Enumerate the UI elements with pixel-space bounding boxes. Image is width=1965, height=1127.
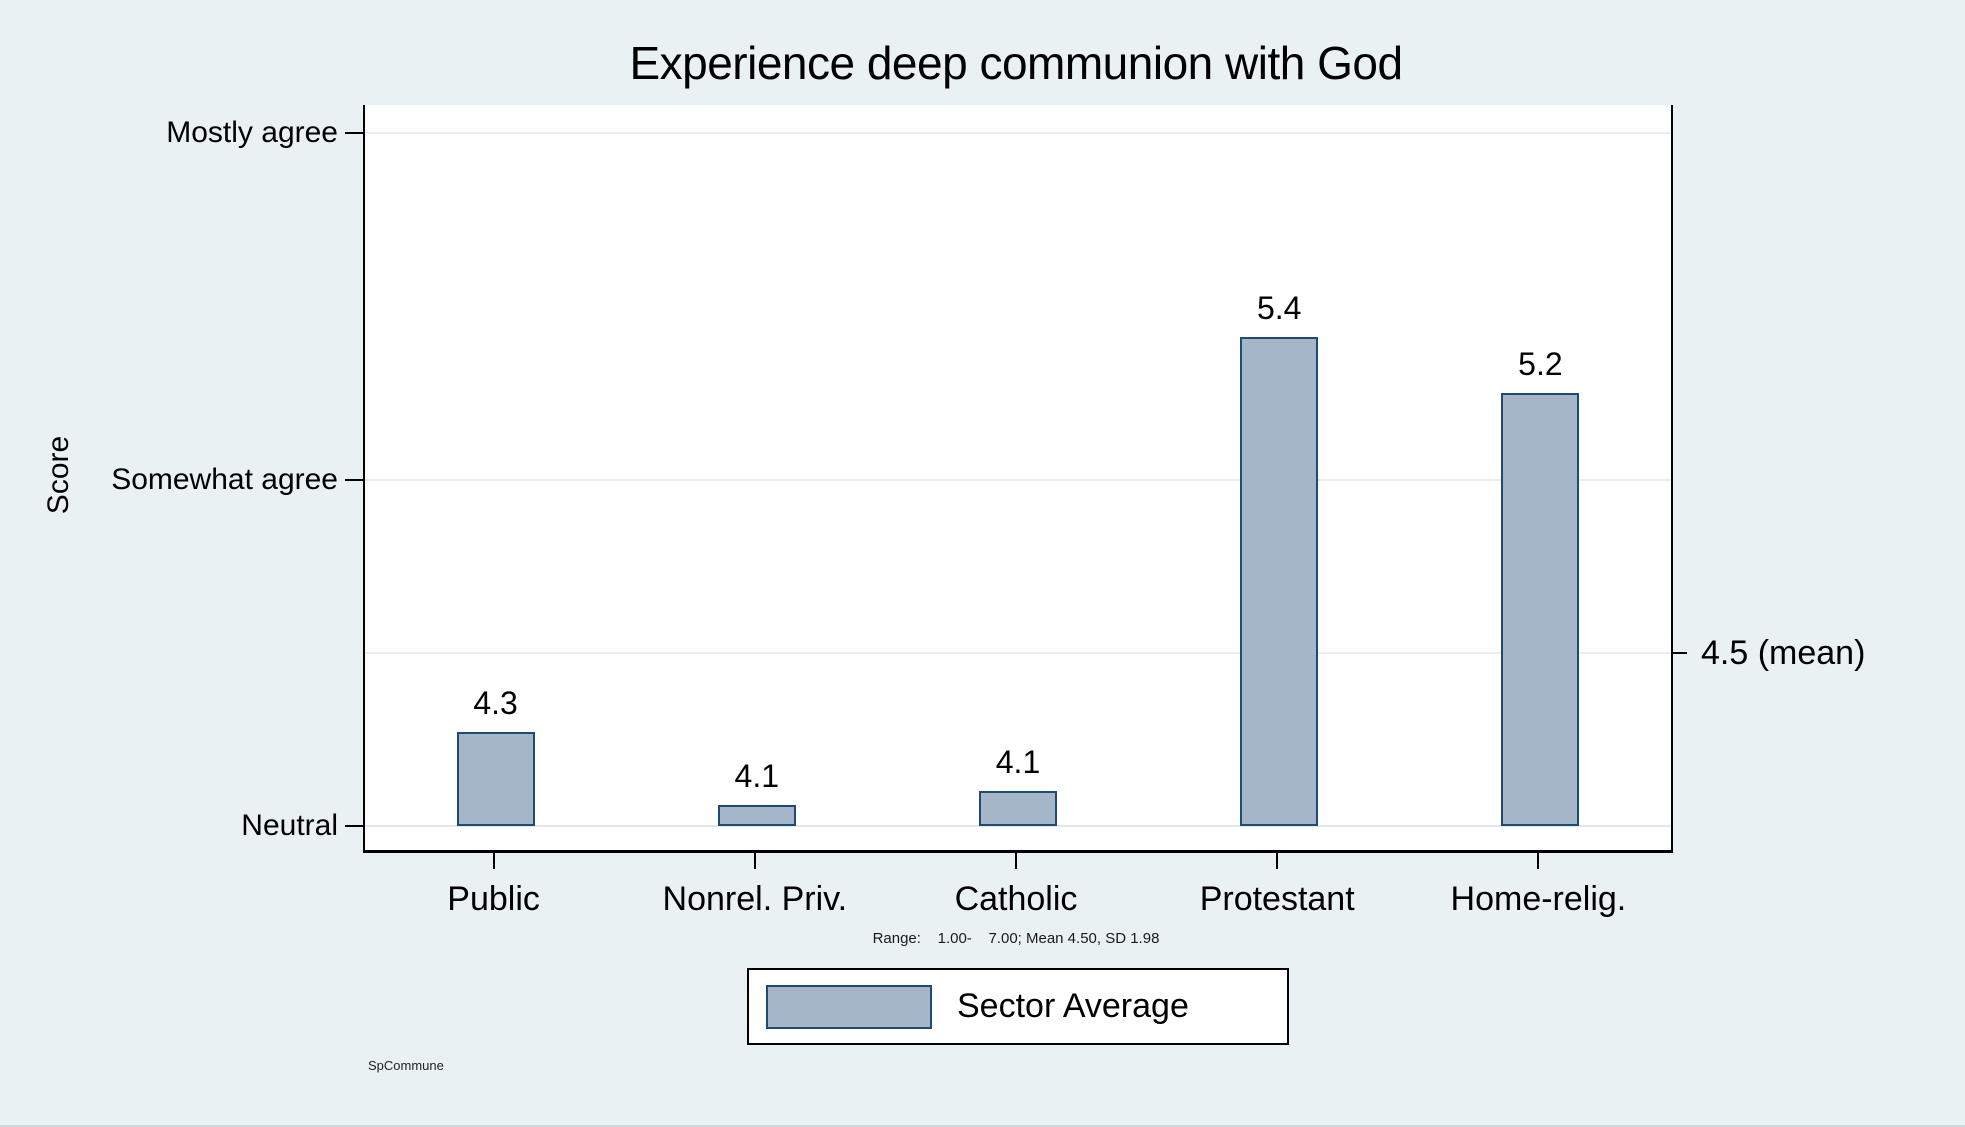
- bar-catholic: [979, 791, 1057, 826]
- mean-tick: [1671, 651, 1687, 654]
- y-axis-tick: [345, 132, 363, 134]
- bar-value-label: 5.2: [1518, 345, 1563, 382]
- x-axis-tick: [753, 853, 756, 869]
- plot-area: 4.3 4.1 4.1 5.4 5.2: [363, 105, 1673, 853]
- bar-protestant: [1240, 337, 1319, 826]
- bar-public: [456, 732, 535, 826]
- category-label-public: Public: [447, 880, 540, 918]
- bar-value-label: 4.1: [734, 758, 780, 795]
- gridline: [365, 651, 1671, 654]
- gridline: [365, 132, 1671, 134]
- x-axis-tick: [1276, 853, 1279, 869]
- category-label-protestant: Protestant: [1199, 880, 1355, 918]
- bar-value-label: 4.1: [995, 744, 1041, 781]
- legend-label: Sector Average: [957, 987, 1189, 1025]
- legend: Sector Average: [747, 968, 1289, 1045]
- chart-title: Experience deep communion with God: [629, 37, 1403, 89]
- mean-tick-label: 4.5 (mean): [1701, 633, 1866, 672]
- bar-value-label: 4.3: [473, 685, 518, 722]
- gridline: [365, 478, 1671, 481]
- legend-swatch: [766, 984, 932, 1029]
- gridline: [365, 825, 1671, 827]
- category-label-nonrel-priv-: Nonrel. Priv.: [662, 880, 848, 918]
- x-axis-tick: [492, 853, 495, 869]
- bar-home-relig-: [1501, 392, 1580, 826]
- x-axis-tick: [1015, 853, 1017, 869]
- y-axis-tick-label: Mostly agree: [166, 116, 338, 149]
- bar-nonrel-priv-: [717, 805, 796, 826]
- bar-value-label: 5.4: [1256, 290, 1302, 327]
- y-axis-tick: [345, 825, 363, 827]
- chart-footnote: SpCommune: [368, 1058, 444, 1073]
- x-axis-tick: [1537, 853, 1540, 869]
- y-axis-tick-label: Somewhat agree: [111, 462, 338, 496]
- y-axis-tick: [345, 478, 363, 481]
- category-label-catholic: Catholic: [954, 880, 1078, 918]
- y-axis-tick-label: Neutral: [241, 809, 338, 842]
- chart-note: Range: 1.00- 7.00; Mean 4.50, SD 1.98: [872, 930, 1160, 947]
- category-label-home-relig-: Home-relig.: [1450, 880, 1627, 918]
